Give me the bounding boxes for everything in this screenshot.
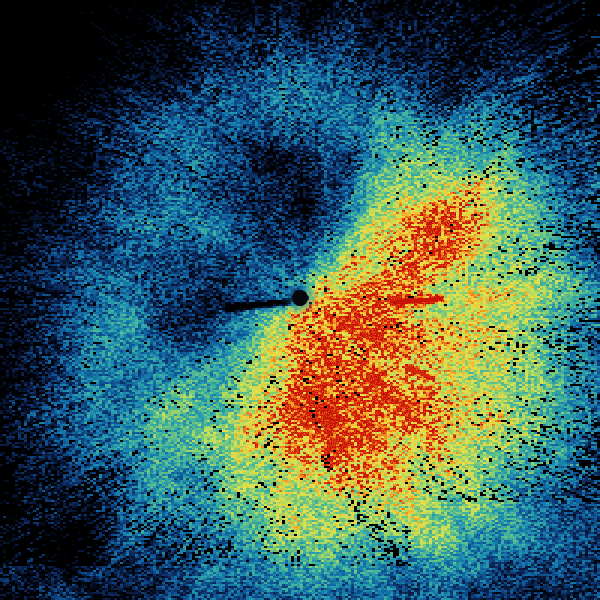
heatmap-figure — [0, 0, 600, 600]
heatmap-canvas — [0, 0, 600, 600]
